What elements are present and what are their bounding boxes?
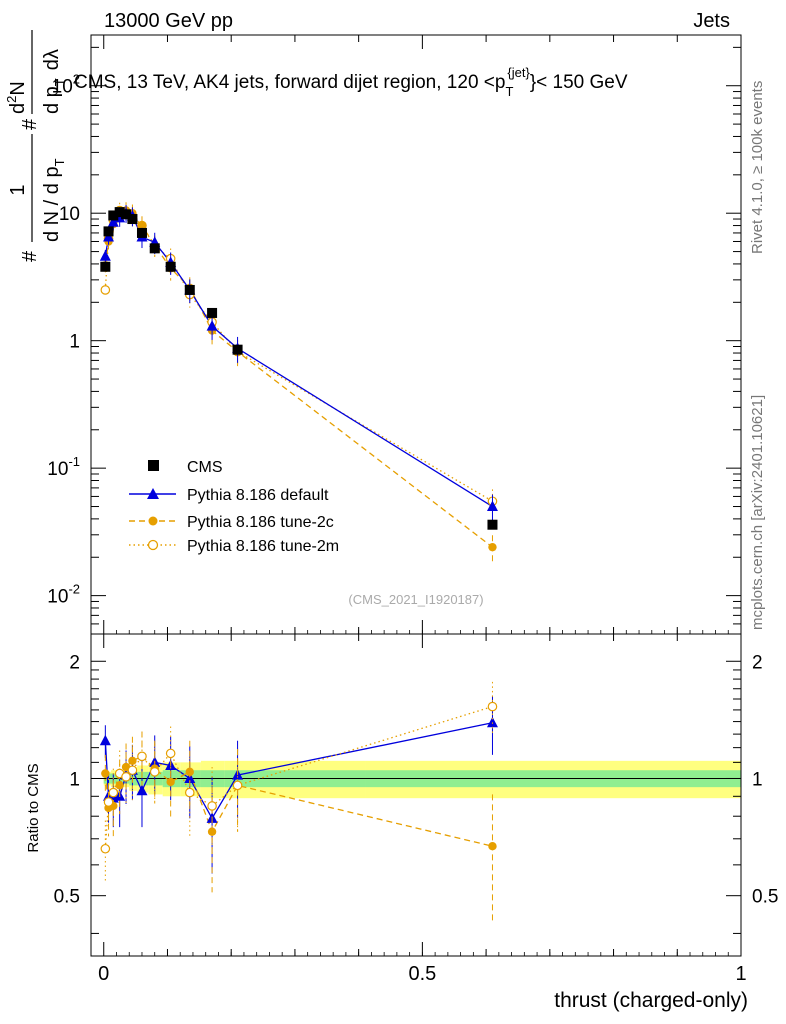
x-tick-label: 0.5 (408, 963, 436, 985)
main-point-cms (103, 226, 114, 237)
ratio-y-tick-label: 2 (69, 652, 80, 673)
main-point-cms (487, 519, 498, 530)
svg-text:#: # (19, 250, 41, 262)
ratio-y-tick-label: 1 (69, 769, 80, 790)
ratio-ylabel: Ratio to CMS (25, 763, 42, 852)
main-point-default (99, 250, 111, 261)
ratio-point-tune2m (100, 843, 111, 854)
y-tick-label: 1 (69, 332, 80, 353)
svg-text:#: # (19, 118, 41, 130)
ratio-point-tune2m (137, 751, 147, 762)
ratio-point-tune2m (103, 797, 114, 807)
svg-text:1: 1 (7, 184, 29, 195)
svg-text:d N / d pT: d N / d pT (41, 158, 67, 242)
analysis-id: (CMS_2021_I1920187) (348, 592, 483, 607)
x-axis-label: thrust (charged-only) (554, 989, 748, 1012)
main-point-cms (207, 307, 218, 318)
main-point-default (107, 216, 119, 227)
main-point-default (206, 320, 218, 331)
ratio-point-default (486, 716, 498, 728)
ratio-point-default (136, 784, 148, 796)
svg-text:Pythia 8.186 tune-2m: Pythia 8.186 tune-2m (187, 538, 339, 555)
ratio-point-tune2m (127, 765, 138, 776)
rivet-note: Rivet 4.1.0, ≥ 100k events (749, 81, 766, 254)
series-markers (99, 202, 498, 922)
ratio-point-tune2m (207, 801, 217, 811)
main-point-tune2c (137, 221, 147, 230)
main-point-default (486, 500, 498, 512)
ratio-point-tune2c (207, 827, 217, 836)
axis-ticks: 0 0.5 1 10-2 10-1 1 10 102 0.5 0.5 1 1 2 2 (47, 35, 778, 985)
ratio-point-tune2m (165, 748, 176, 759)
main-point-cms (121, 209, 132, 220)
svg-text:Pythia 8.186 default: Pythia 8.186 default (187, 487, 329, 504)
main-point-cms (184, 284, 195, 295)
main-point-cms (114, 207, 125, 218)
ratio-point-tune2m (149, 767, 160, 777)
ratio-point-default (99, 734, 111, 746)
legend-item-tune2c: Pythia 8.186 tune-2c (129, 514, 334, 531)
svg-text:d2N: d2N (4, 81, 29, 114)
ratio-point-tune2c (128, 756, 137, 766)
main-point-tune2m (100, 285, 111, 295)
y-tick-label: 10-2 (47, 582, 80, 608)
main-point-cms (108, 210, 119, 221)
main-point-cms (232, 344, 243, 355)
main-point-cms (136, 227, 147, 238)
x-tick-label: 1 (735, 963, 746, 985)
ratio-point-tune2c (488, 841, 497, 851)
header-right: Jets (693, 10, 730, 32)
legend: CMS Pythia 8.186 default Pythia 8.186 tu… (129, 459, 339, 555)
ratio-point-default (184, 772, 196, 783)
plot-title: CMS, 13 TeV, AK4 jets, forward dijet reg… (74, 65, 628, 99)
main-point-cms (100, 261, 111, 272)
y-tick-label: 10-1 (47, 454, 80, 480)
legend-item-tune2m: Pythia 8.186 tune-2m (129, 538, 339, 555)
ratio-point-tune2m (108, 787, 119, 798)
ratio-y-tick-label-right: 0.5 (752, 887, 778, 908)
y-tick-label: 10 (59, 204, 80, 225)
svg-text:CMS: CMS (187, 459, 223, 476)
ratio-uncertainty-bands (91, 760, 741, 799)
x-tick-label: 0 (98, 963, 109, 985)
ratio-point-tune2c (101, 769, 110, 778)
ratio-point-tune2m (487, 701, 498, 712)
ratio-point-tune2m (184, 787, 195, 798)
ratio-y-tick-label-right: 1 (752, 769, 763, 790)
legend-item-cms: CMS (148, 459, 223, 476)
legend-item-default: Pythia 8.186 default (129, 487, 329, 504)
main-ylabel: # 1 d N / d pT # d2N d pTdλ (4, 30, 67, 262)
ratio-y-tick-label: 0.5 (54, 887, 80, 908)
ratio-point-tune2m (232, 780, 243, 791)
header-left: 13000 GeV pp (104, 10, 233, 32)
main-point-tune2c (488, 542, 497, 552)
main-point-cms (149, 243, 160, 254)
ratio-frame (90, 633, 742, 957)
mcplots-note: mcplots.cern.ch [arXiv:2401.10621] (749, 395, 766, 630)
svg-text:d pTdλ: d pTdλ (41, 49, 67, 114)
svg-text:Pythia 8.186 tune-2c: Pythia 8.186 tune-2c (187, 514, 334, 531)
main-point-cms (127, 214, 138, 225)
ratio-point-tune2c (115, 781, 124, 790)
main-point-cms (165, 261, 176, 272)
ratio-y-tick-label-right: 2 (752, 652, 763, 673)
ratio-point-tune2m (121, 771, 131, 782)
y-tick-label: 102 (52, 72, 80, 98)
